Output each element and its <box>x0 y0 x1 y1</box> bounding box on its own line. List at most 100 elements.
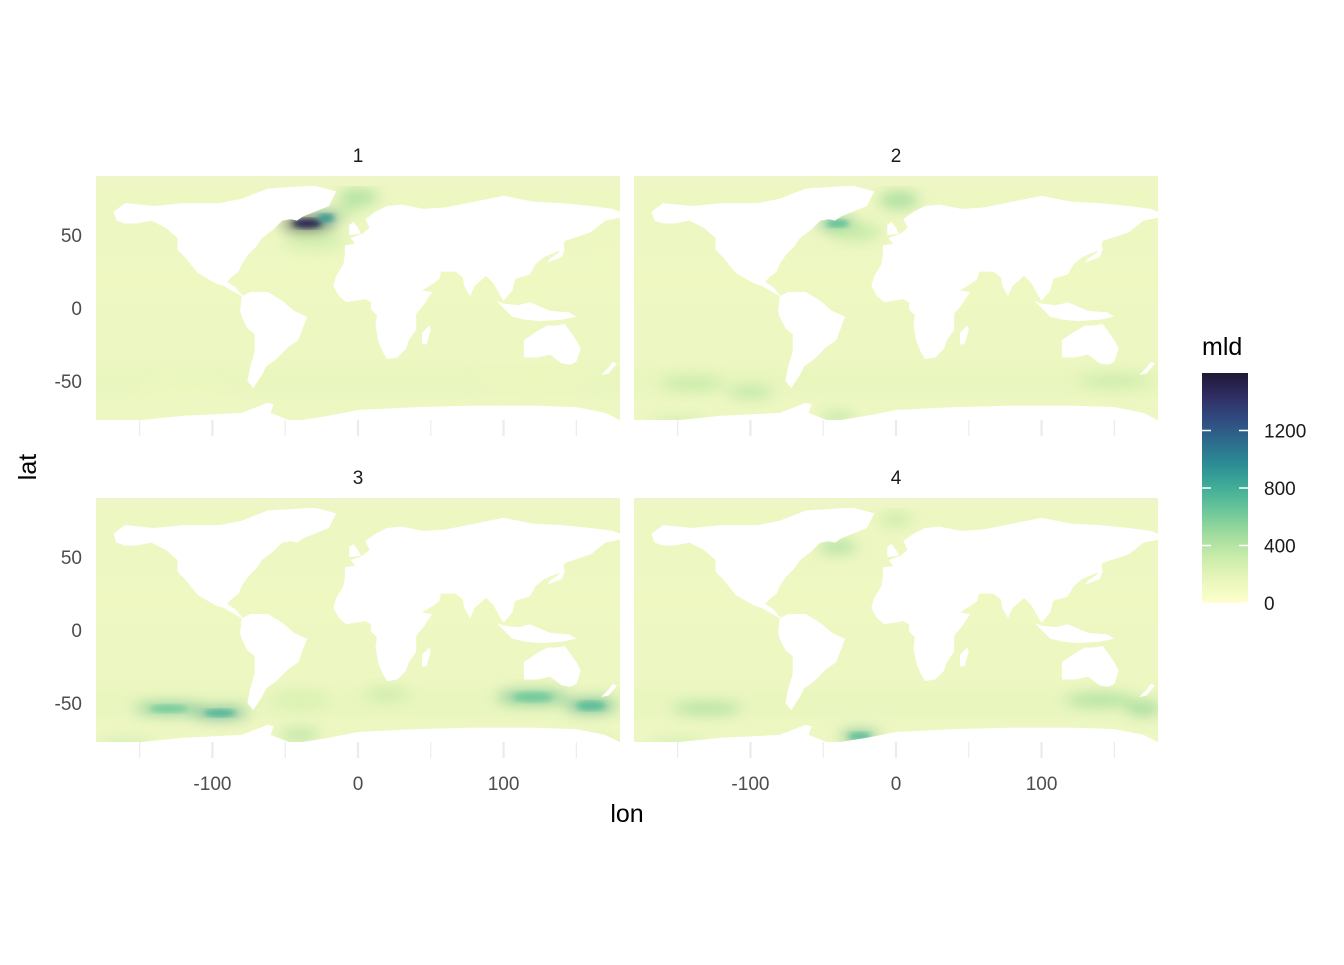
land-southAmerica <box>778 292 846 389</box>
y-tick-label: 0 <box>71 299 82 320</box>
mld-anomaly-core <box>576 701 606 711</box>
mld-anomaly-core <box>317 214 334 222</box>
axis-text: 1 -50 0 50 2 3 -50 0 50 -100 0 100 4 -100 0 100 lon lat <box>14 146 1057 828</box>
land-uk <box>349 544 361 558</box>
legend-title: mld <box>1202 333 1242 361</box>
mld-anomaly <box>270 688 329 712</box>
x-axis-title: lon <box>610 800 643 828</box>
mld-anomaly <box>660 376 725 392</box>
land-southAmerica <box>240 292 308 389</box>
land-antarctica <box>679 402 1158 420</box>
mld-anomaly-core <box>203 709 236 717</box>
colorbar-tick-label: 800 <box>1264 479 1296 500</box>
facet-strip-label: 2 <box>891 146 902 167</box>
facet-panel-4 <box>634 498 1158 742</box>
y-tick-label: -50 <box>55 372 82 393</box>
arctic-ocean <box>96 498 620 508</box>
mld-anomaly-core <box>292 219 322 228</box>
land-africaEurasia <box>333 195 620 359</box>
x-tick-label: 100 <box>1026 774 1058 795</box>
land-madagascar <box>960 325 969 345</box>
y-tick-label: 0 <box>71 621 82 642</box>
land-japan <box>1085 242 1103 263</box>
mld-anomaly <box>334 206 358 218</box>
y-axis-title: lat <box>14 454 42 480</box>
land-australia <box>523 324 581 365</box>
land-greenland <box>808 187 867 221</box>
mld-anomaly <box>587 240 620 259</box>
land-madagascar <box>422 647 431 667</box>
land-southAmerica <box>778 614 846 711</box>
y-tick-label: -50 <box>55 694 82 715</box>
land-africaEurasia <box>871 517 1158 681</box>
facet-strip-label: 1 <box>353 146 364 167</box>
land-greenland <box>270 187 329 221</box>
mld-anomaly <box>139 380 227 396</box>
x-tick-label: -100 <box>731 774 769 795</box>
land-australia <box>1061 646 1119 687</box>
mld-anomaly <box>1064 692 1135 708</box>
land-newZealand <box>1139 683 1156 697</box>
mld-anomaly <box>363 686 411 702</box>
land-australia <box>1061 324 1119 365</box>
arctic-ocean <box>634 498 1158 508</box>
colorbar-legend: mld 0 400 800 1200 <box>1202 333 1306 615</box>
land-northAmerica <box>651 185 875 298</box>
facet-panel-3 <box>96 498 620 742</box>
land-indonesia <box>496 300 577 322</box>
land-africaEurasia <box>333 517 620 681</box>
y-tick-label: 50 <box>61 548 82 569</box>
land-indonesia <box>1034 622 1115 644</box>
mld-anomaly <box>727 386 774 399</box>
x-tick-label: 0 <box>353 774 364 795</box>
land-japan <box>1085 564 1103 585</box>
mld-anomaly <box>829 223 882 241</box>
mld-anomaly <box>282 230 347 252</box>
land-northAmerica <box>113 507 337 620</box>
colorbar-tick-label: 1200 <box>1264 422 1306 443</box>
land-newZealand <box>601 361 618 375</box>
land-indonesia <box>496 622 577 644</box>
land-greenland <box>270 509 329 543</box>
facet-panel-2 <box>634 176 1158 420</box>
mld-anomaly-core <box>149 705 188 713</box>
land-northAmerica <box>113 185 337 298</box>
y-tick-label: 50 <box>61 226 82 247</box>
land-japan <box>547 564 565 585</box>
facet-panels <box>96 176 1158 742</box>
mld-anomaly <box>820 412 856 420</box>
colorbar-tick-label: 400 <box>1264 537 1296 558</box>
facet-strip-label: 4 <box>891 468 902 489</box>
x-tick-label: 100 <box>488 774 520 795</box>
mld-anomaly <box>474 369 591 387</box>
x-tick-label: 0 <box>891 774 902 795</box>
land-antarctica <box>141 402 620 420</box>
land-uk <box>349 222 361 236</box>
colorbar-tick-label: 0 <box>1264 594 1275 615</box>
land-northAmerica <box>651 507 875 620</box>
land-japan <box>547 242 565 263</box>
arctic-ocean <box>634 176 1158 186</box>
facet-panel-1 <box>96 176 620 420</box>
land-antarctica <box>141 724 620 742</box>
x-tick-label: -100 <box>193 774 231 795</box>
mld-anomaly <box>1077 373 1151 389</box>
land-southAmerica <box>240 614 308 711</box>
land-greenland <box>808 509 867 543</box>
land-newZealand <box>1139 361 1156 375</box>
mld-anomaly <box>878 191 920 209</box>
mld-anomaly <box>878 511 914 527</box>
mld-anomaly-core <box>512 692 553 702</box>
mld-anomaly-core <box>826 219 849 227</box>
facet-strip-label: 3 <box>353 468 364 489</box>
land-uk <box>887 544 899 558</box>
land-madagascar <box>422 325 431 345</box>
arctic-ocean <box>96 176 620 186</box>
mld-anomaly <box>1125 701 1158 716</box>
land-uk <box>887 222 899 236</box>
land-antarctica <box>679 724 1158 742</box>
mld-anomaly <box>337 188 379 207</box>
mld-anomaly <box>101 740 150 742</box>
